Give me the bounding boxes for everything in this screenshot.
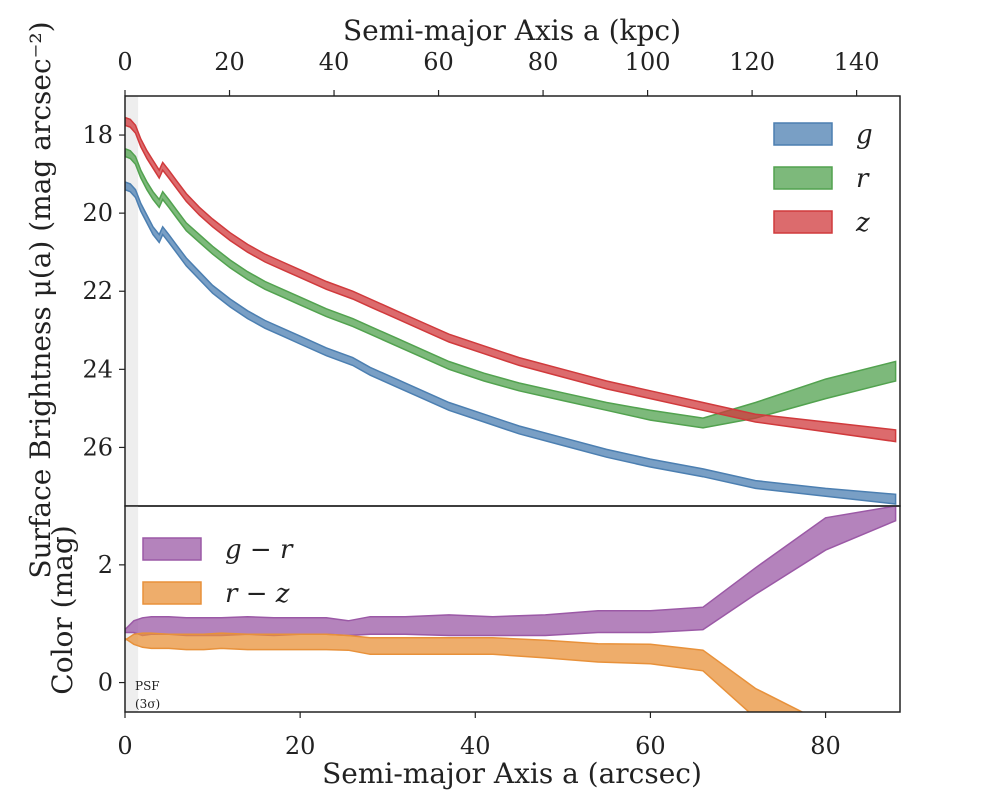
color-axis-label: Color (mag) (46, 525, 79, 694)
x-tick-label: 80 (810, 732, 841, 760)
x2-tick-label: 80 (528, 48, 559, 76)
y-tick-label: 22 (82, 277, 113, 305)
x-tick-label: 0 (117, 732, 132, 760)
legend-bottom-swatch (142, 581, 202, 605)
band-z (125, 116, 897, 443)
psf-band-top (125, 96, 139, 506)
legend-top-swatch (773, 210, 833, 234)
x-tick-label: 20 (285, 732, 316, 760)
legend-top-label: z (855, 208, 870, 238)
x2-axis-label: Semi-major Axis a (kpc) (343, 14, 681, 47)
legend-top-label: r (856, 164, 870, 194)
band-rz (125, 632, 804, 712)
legend-top-swatch (773, 166, 833, 190)
x2-tick-label: 40 (319, 48, 350, 76)
x2-tick-label: 100 (625, 48, 671, 76)
y-tick-label: 26 (82, 433, 113, 461)
x-axis-label: Semi-major Axis a (arcsec) (322, 757, 702, 790)
x-tick-label: 40 (460, 732, 491, 760)
x2-tick-label: 0 (117, 48, 132, 76)
band-gr (125, 506, 897, 637)
y-tick-label: 24 (82, 355, 113, 383)
x2-tick-label: 60 (423, 48, 454, 76)
y-tick-label: 0 (98, 669, 113, 697)
brightness-panel: 0 20 40 60 80 100 120 140 18 20 22 24 26 grz (82, 48, 901, 507)
axis-labels: Semi-major Axis a (arcsec) Semi-major Axi… (24, 14, 702, 790)
top-panel-frame (124, 95, 901, 507)
x-tick-label: 60 (635, 732, 666, 760)
psf-sublabel: (3σ) (135, 697, 160, 711)
bottom-panel-frame (124, 505, 901, 713)
legend-bottom-label: g − r (225, 535, 294, 565)
legend-bottom-label: r − z (225, 579, 290, 609)
x2-tick-label: 20 (214, 48, 245, 76)
band-g (125, 181, 897, 505)
y-tick-label: 2 (98, 551, 113, 579)
legend-bottom-swatch (142, 537, 202, 561)
y-tick-label: 20 (82, 199, 113, 227)
x2-tick-label: 140 (834, 48, 880, 76)
legend-top-swatch (773, 122, 833, 146)
y-axis-label: Surface Brightness μ(a) (mag arcsec⁻²) (24, 21, 57, 578)
band-r (125, 147, 897, 429)
legend-top-label: g (856, 120, 873, 150)
psf-band-bottom (125, 506, 139, 712)
y-tick-label: 18 (82, 121, 113, 149)
psf-label: PSF (135, 679, 160, 693)
x2-tick-label: 120 (729, 48, 775, 76)
